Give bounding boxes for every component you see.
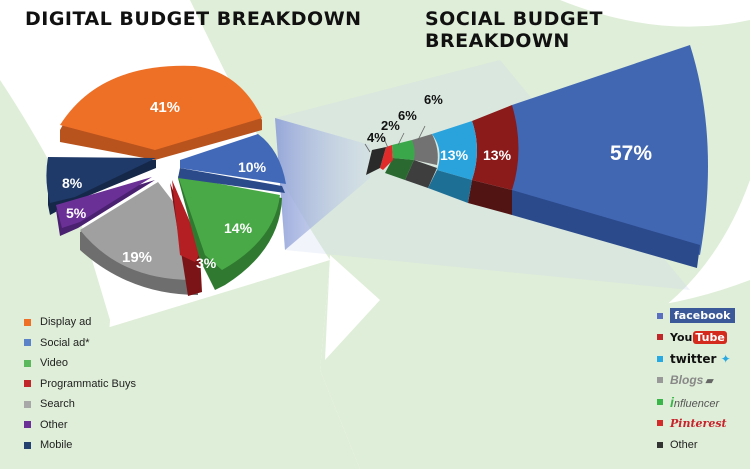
- swatch: [657, 420, 663, 427]
- label-twitter: 13%: [440, 147, 469, 163]
- legend-item-other: Other: [24, 415, 136, 436]
- legend-item-video: Video: [24, 353, 136, 374]
- swatch: [24, 441, 31, 449]
- label-pinterest: 2%: [381, 118, 400, 133]
- twitter-logo: twitter ✦: [670, 351, 731, 366]
- slice-other[interactable]: [56, 177, 155, 236]
- legend-item-youtube: You Tube: [657, 327, 735, 349]
- digital-pie: 41% 10% 14% 3% 19% 5% 8%: [46, 65, 286, 296]
- legend-item-pinterest: Pinterest: [657, 413, 735, 435]
- swatch: [24, 318, 31, 326]
- segment-facebook[interactable]: [512, 45, 708, 268]
- label-video: 14%: [224, 220, 253, 236]
- swatch: [24, 359, 31, 367]
- swatch: [24, 400, 31, 408]
- slice-video[interactable]: [178, 176, 282, 290]
- swatch: [24, 380, 31, 388]
- label-social-ad: 10%: [238, 159, 267, 175]
- segment-pinterest[interactable]: [380, 145, 393, 170]
- swatch: [657, 334, 663, 341]
- laptop-icon: ▰: [705, 374, 714, 387]
- blogs-logo: Blogs: [670, 373, 704, 388]
- social-legend: facebook You Tube twitter ✦ Blogs ▰ influe…: [657, 305, 735, 456]
- swatch: [657, 377, 663, 384]
- pinterest-logo: Pinterest: [670, 416, 727, 430]
- label-other: 5%: [66, 205, 87, 221]
- swatch: [657, 355, 663, 362]
- label-youtube: 13%: [483, 147, 512, 163]
- legend-item-search: Search: [24, 394, 136, 415]
- digital-budget-title: DIGITAL BUDGET BREAKDOWN: [25, 8, 362, 30]
- slice-social-ad[interactable]: [178, 134, 286, 193]
- slice-search[interactable]: [80, 182, 198, 295]
- label-blogs: 6%: [424, 92, 443, 107]
- social-funnel: 4% 2% 6% 6% 13% 13% 57%: [364, 45, 708, 268]
- facebook-logo: facebook: [670, 308, 735, 324]
- slice-display-ad[interactable]: [60, 65, 262, 160]
- twitter-bird-icon: ✦: [716, 351, 731, 366]
- legend-item-programmatic: Programmatic Buys: [24, 374, 136, 395]
- legend-item-twitter: twitter ✦: [657, 348, 735, 370]
- segment-youtube[interactable]: [468, 105, 519, 215]
- digital-legend: Display ad Social ad* Video Programmatic…: [24, 312, 136, 456]
- connector-beam: [275, 118, 370, 250]
- legend-item-mobile: Mobile: [24, 435, 136, 456]
- legend-item-blogs: Blogs ▰: [657, 370, 735, 392]
- legend-item-facebook: facebook: [657, 305, 735, 327]
- label-social-other: 4%: [367, 130, 386, 145]
- label-display-ad: 41%: [150, 99, 180, 116]
- segment-blogs[interactable]: [405, 134, 438, 188]
- swatch: [24, 421, 31, 429]
- label-mobile: 8%: [62, 175, 83, 191]
- youtube-logo: You Tube: [670, 330, 727, 344]
- swatch: [657, 398, 663, 405]
- legend-item-social-other: Other: [657, 434, 735, 456]
- swatch: [657, 441, 663, 448]
- label-influencer: 6%: [398, 108, 417, 123]
- label-facebook: 57%: [610, 142, 652, 165]
- legend-item-social-ad: Social ad*: [24, 333, 136, 354]
- leader-lines: [364, 125, 426, 153]
- swatch: [657, 312, 663, 319]
- influencer-logo: influencer: [670, 393, 720, 410]
- legend-item-display-ad: Display ad: [24, 312, 136, 333]
- segment-twitter[interactable]: [428, 121, 477, 203]
- label-programmatic: 3%: [196, 255, 217, 271]
- slice-programmatic[interactable]: [170, 180, 202, 296]
- segment-other[interactable]: [366, 147, 386, 175]
- swatch: [24, 339, 31, 347]
- segment-influencer[interactable]: [385, 140, 415, 180]
- social-budget-title: SOCIAL BUDGET BREAKDOWN: [425, 8, 603, 52]
- label-search: 19%: [122, 249, 152, 266]
- legend-item-influencer: influencer: [657, 391, 735, 413]
